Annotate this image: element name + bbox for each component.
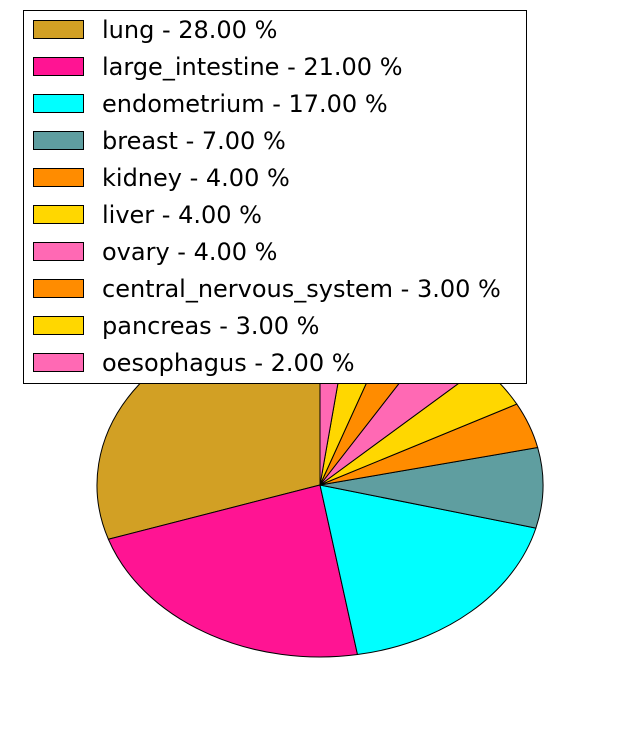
legend-item-pancreas: pancreas - 3.00 % xyxy=(33,312,319,340)
legend-item-liver: liver - 4.00 % xyxy=(33,201,262,229)
legend-frame xyxy=(23,10,527,384)
legend-swatch xyxy=(33,316,84,335)
legend-item-oesophagus: oesophagus - 2.00 % xyxy=(33,349,355,377)
legend-item-central-nervous-system: central_nervous_system - 3.00 % xyxy=(33,275,501,303)
legend-swatch xyxy=(33,94,84,113)
legend-item-ovary: ovary - 4.00 % xyxy=(33,238,277,266)
legend-label: ovary - 4.00 % xyxy=(102,238,277,266)
legend-label: large_intestine - 21.00 % xyxy=(102,53,403,81)
pie-slice-breast xyxy=(319,447,544,529)
legend-label: endometrium - 17.00 % xyxy=(102,90,388,118)
legend-label: lung - 28.00 % xyxy=(102,16,277,44)
legend-swatch xyxy=(33,20,84,39)
legend-swatch xyxy=(33,279,84,298)
legend: lung - 28.00 % large_intestine - 21.00 % e… xyxy=(23,10,527,384)
legend-swatch xyxy=(33,131,84,150)
legend-swatch xyxy=(33,57,84,76)
pie-slice-endometrium xyxy=(319,484,537,656)
legend-item-lung: lung - 28.00 % xyxy=(33,16,277,44)
legend-item-kidney: kidney - 4.00 % xyxy=(33,164,290,192)
legend-item-breast: breast - 7.00 % xyxy=(33,127,286,155)
legend-item-endometrium: endometrium - 17.00 % xyxy=(33,90,388,118)
legend-label: kidney - 4.00 % xyxy=(102,164,290,192)
legend-swatch xyxy=(33,168,84,187)
legend-label: oesophagus - 2.00 % xyxy=(102,349,355,377)
pie-slice-large-intestine xyxy=(107,484,358,658)
legend-swatch xyxy=(33,205,84,224)
legend-swatch xyxy=(33,353,84,372)
legend-label: liver - 4.00 % xyxy=(102,201,262,229)
legend-label: breast - 7.00 % xyxy=(102,127,286,155)
legend-label: central_nervous_system - 3.00 % xyxy=(102,275,501,303)
legend-item-large-intestine: large_intestine - 21.00 % xyxy=(33,53,403,81)
legend-swatch xyxy=(33,242,84,261)
legend-label: pancreas - 3.00 % xyxy=(102,312,319,340)
